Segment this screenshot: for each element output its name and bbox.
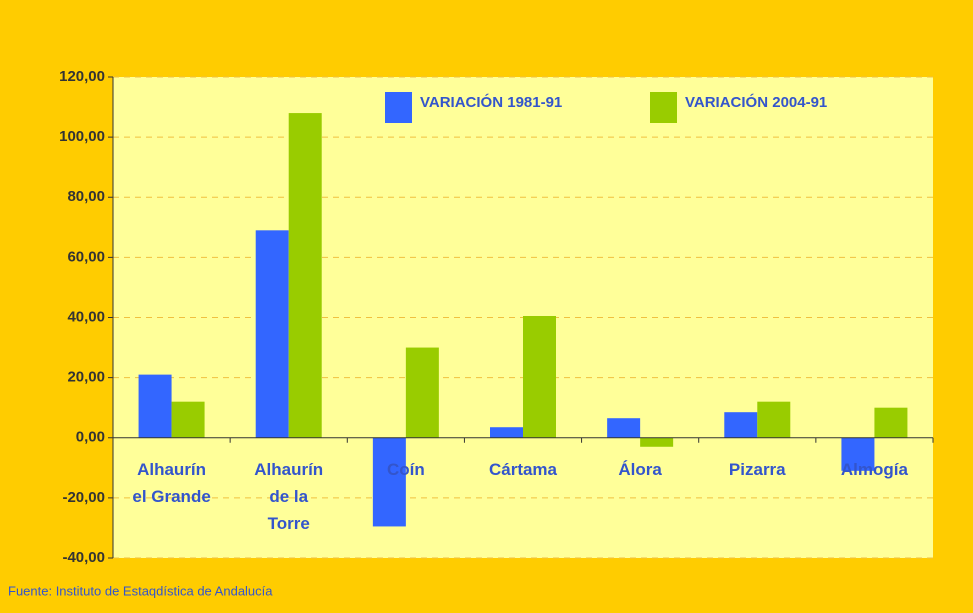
- bar: [607, 418, 641, 438]
- bar: [523, 315, 556, 438]
- bar: [171, 401, 205, 438]
- bar: [874, 407, 908, 438]
- x-tick-label: Alhaurín de la Torre: [254, 460, 323, 533]
- bar: [255, 230, 289, 438]
- y-tick-label: 100,00: [59, 128, 105, 145]
- legend-label: VARIACIÓN 2004-91: [685, 93, 827, 111]
- bar: [757, 401, 791, 438]
- x-tick-label: Álora: [618, 460, 662, 479]
- bar: [288, 113, 322, 438]
- bar: [372, 437, 406, 527]
- y-tick-label: -40,00: [62, 549, 105, 566]
- legend-swatch: [650, 92, 677, 123]
- y-tick-label: 60,00: [67, 248, 105, 265]
- bar: [405, 347, 439, 438]
- y-tick-label: 80,00: [67, 188, 105, 205]
- x-tick-label: Cártama: [489, 460, 558, 479]
- legend-label: VARIACIÓN 1981-91: [420, 93, 562, 111]
- source: Fuente: Instituto de Estaqdística de And…: [8, 583, 273, 598]
- bar: [841, 437, 875, 471]
- legend-swatch: [385, 92, 412, 123]
- x-tick-label: Almogía: [841, 460, 909, 479]
- y-tick-label: -20,00: [62, 489, 105, 506]
- bar: [640, 437, 674, 447]
- x-tick-label: Pizarra: [729, 460, 786, 479]
- x-tick-label: Coín: [387, 460, 425, 479]
- x-tick-label: Alhaurín el Grande: [132, 460, 210, 506]
- bar: [490, 427, 523, 438]
- bar: [724, 412, 758, 438]
- y-tick-label: 0,00: [76, 429, 105, 446]
- y-tick-label: 120,00: [59, 68, 105, 85]
- bar: [138, 374, 172, 438]
- y-tick-label: 40,00: [67, 308, 105, 325]
- y-tick-label: 20,00: [67, 369, 105, 386]
